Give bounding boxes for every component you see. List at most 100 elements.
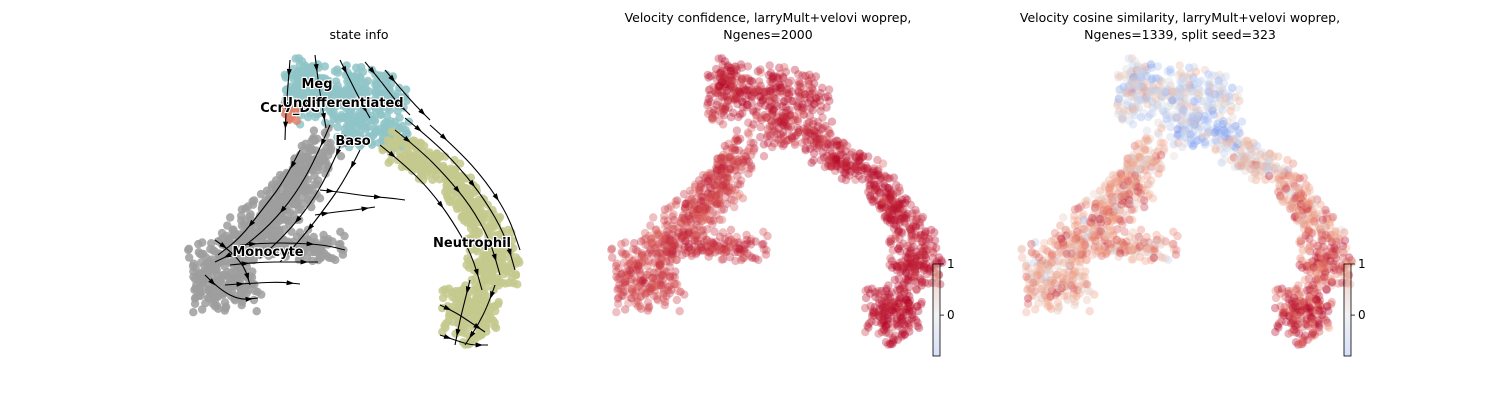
cell-point-monocyte (287, 228, 295, 236)
cell-point (718, 216, 726, 224)
cell-point (891, 332, 899, 340)
panel-velocity-cosine-similarity: Velocity cosine similarity, larryMult+ve… (1017, 10, 1366, 356)
cell-point (1154, 119, 1162, 127)
cell-point-monocyte (226, 213, 234, 221)
cell-point (1086, 288, 1094, 296)
cell-point-monocyte (184, 246, 192, 254)
cell-point (749, 139, 757, 147)
cell-point (760, 152, 768, 160)
cell-point (887, 314, 895, 322)
cell-point (787, 77, 795, 85)
cell-point (714, 246, 722, 254)
cell-point (773, 130, 781, 138)
cell-point (921, 228, 929, 236)
cell-point-neutrophil (479, 212, 487, 220)
cell-point (670, 238, 678, 246)
cell-point-undifferentiated (334, 82, 342, 90)
cell-point (644, 304, 652, 312)
cell-point (874, 330, 882, 338)
panel-2-title-line-1: Velocity confidence, larryMult+velovi wo… (625, 10, 912, 25)
cell-point (1141, 257, 1149, 265)
cell-point (909, 262, 917, 270)
cell-point-monocyte (290, 200, 298, 208)
cell-point (637, 237, 645, 245)
cell-point (612, 308, 620, 316)
cell-point (904, 272, 912, 280)
cell-point-monocyte (198, 305, 206, 313)
cell-point (874, 287, 882, 295)
cell-point (651, 258, 659, 266)
cell-point (700, 214, 708, 222)
cell-point-monocyte (216, 278, 224, 286)
cell-point (801, 72, 809, 80)
cell-point (1201, 138, 1209, 146)
cell-point-neutrophil (398, 163, 406, 171)
cell-point-monocyte (190, 260, 198, 268)
cell-point (900, 287, 908, 295)
panel-3-title-line-1: Velocity cosine similarity, larryMult+ve… (1020, 10, 1340, 25)
cell-point (924, 279, 932, 287)
cell-point (894, 244, 902, 252)
cell-point (881, 321, 889, 329)
cell-point (779, 121, 787, 129)
cell-point (716, 233, 724, 241)
cell-point (704, 71, 712, 79)
cell-point (821, 143, 829, 151)
panel-state-info: state info MegCcr7_DCUndifferentiatedBas… (184, 27, 524, 349)
cell-point (727, 226, 735, 234)
cell-point (1165, 77, 1173, 85)
cell-point (727, 113, 735, 121)
cell-point (1059, 213, 1067, 221)
cell-point (736, 110, 744, 118)
cell-point (666, 263, 674, 271)
cell-point (646, 246, 654, 254)
cell-point (708, 114, 716, 122)
cell-point (799, 110, 807, 118)
cell-point (817, 156, 825, 164)
cell-point (1154, 75, 1162, 83)
cell-point-baso (353, 118, 361, 126)
panel-2-title-line-2: Ngenes=2000 (723, 27, 812, 42)
cell-point (886, 192, 894, 200)
cell-point-monocyte (189, 308, 197, 316)
cell-point (710, 106, 718, 114)
cell-point (674, 224, 682, 232)
cell-point (892, 262, 900, 270)
cell-point (756, 133, 764, 141)
cell-point (873, 171, 881, 179)
cell-point (627, 259, 635, 267)
cell-point (762, 251, 770, 259)
cell-point (908, 311, 916, 319)
cell-point-monocyte (206, 245, 214, 253)
cell-point (908, 252, 916, 260)
cell-point-baso (352, 125, 360, 133)
cell-point-neutrophil (393, 138, 401, 146)
cell-point (1170, 140, 1178, 148)
cell-point (733, 72, 741, 80)
cell-point (718, 255, 726, 263)
colorbar-tick-label: 0 (947, 308, 955, 322)
cell-point-monocyte (302, 187, 310, 195)
cell-point-monocyte (255, 234, 263, 242)
cell-point (830, 138, 838, 146)
cell-point (882, 173, 890, 181)
cell-point (907, 301, 915, 309)
cell-point (653, 292, 661, 300)
cell-point (779, 73, 787, 81)
cell-point-undifferentiated (349, 73, 357, 81)
cell-point (1205, 126, 1213, 134)
cell-point-neutrophil (476, 329, 484, 337)
cell-point (819, 124, 827, 132)
cell-point (900, 217, 908, 225)
cell-point-undifferentiated (334, 69, 342, 77)
cell-point (855, 152, 863, 160)
cell-point (648, 274, 656, 282)
cell-point (872, 181, 880, 189)
cell-point (777, 139, 785, 147)
cell-point (721, 102, 729, 110)
cell-point-monocyte (269, 234, 277, 242)
cell-point-monocyte (263, 215, 271, 223)
cell-point (890, 173, 898, 181)
cell-point-neutrophil (470, 286, 478, 294)
cell-point-monocyte (209, 287, 217, 295)
